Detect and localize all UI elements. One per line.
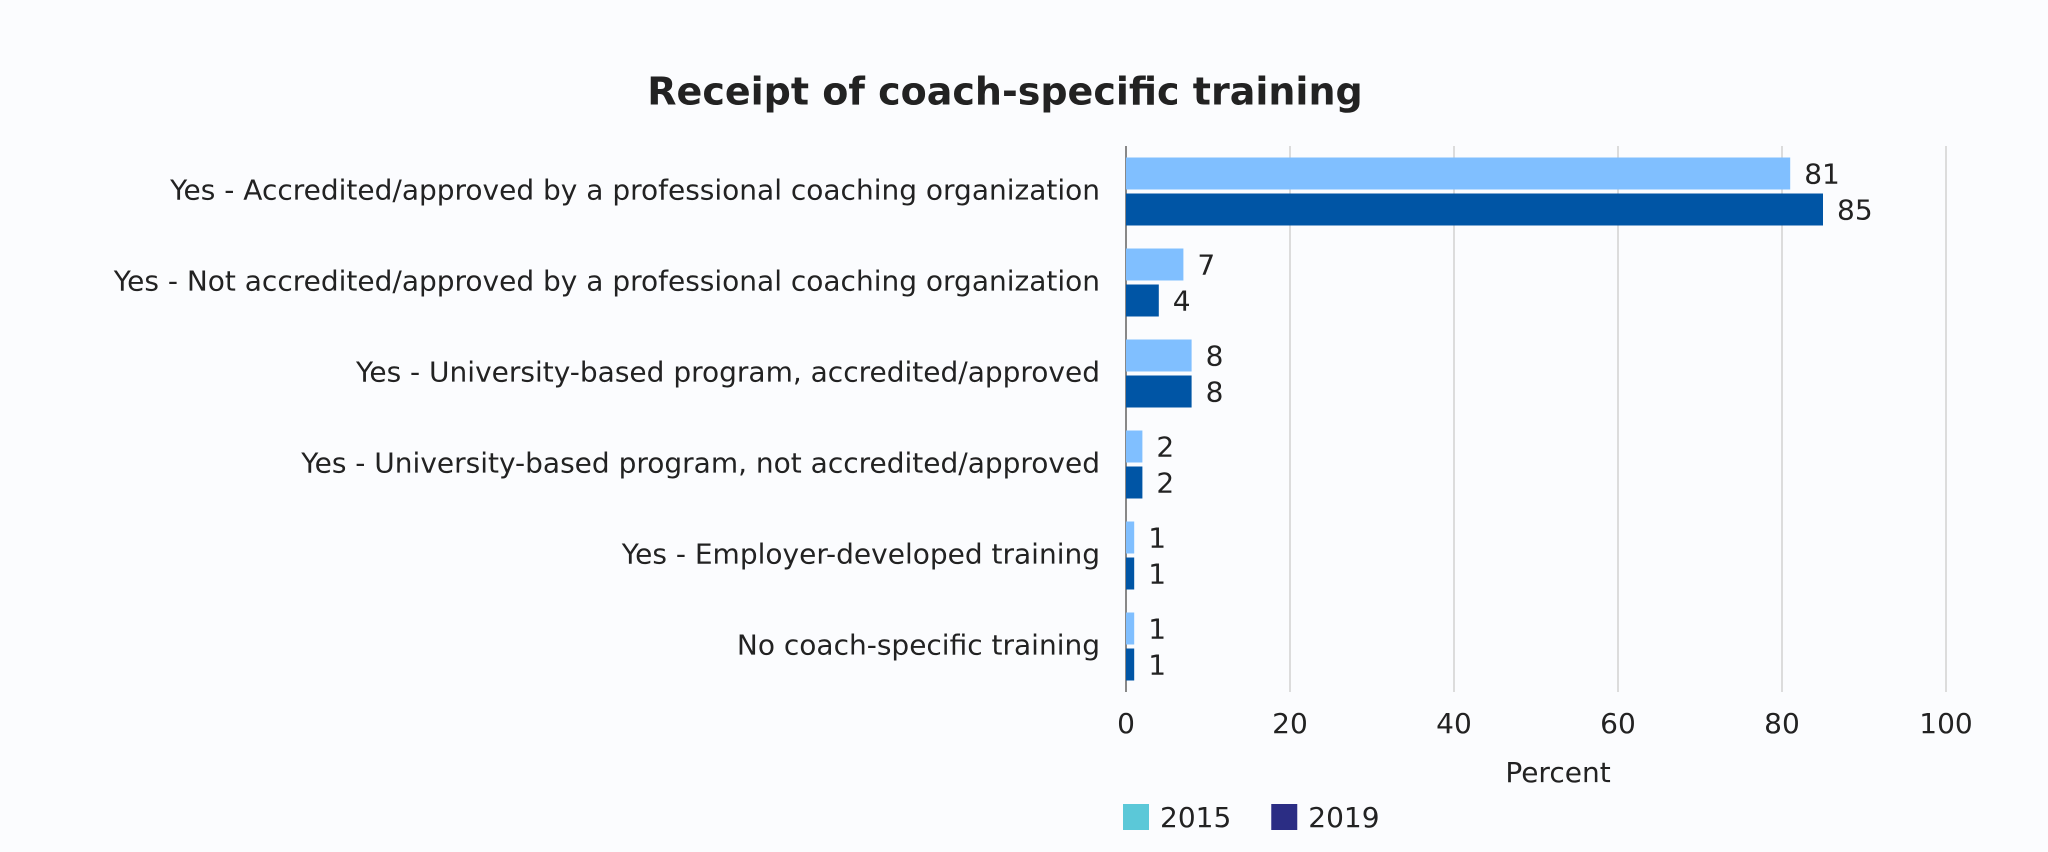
bar [1126,466,1143,499]
x-tick-label: 60 [1600,707,1636,740]
y-tick-label: No coach-specific training [737,629,1100,662]
y-tick-label: Yes - University-based program, not accr… [300,447,1100,480]
data-label: 1 [1148,558,1166,591]
legend-swatch [1123,804,1149,830]
x-axis-label: Percent [1505,756,1610,789]
bar [1126,612,1135,645]
data-label: 1 [1148,522,1166,555]
x-tick-label: 80 [1764,707,1800,740]
x-tick-label: 100 [1919,707,1972,740]
bar [1126,648,1135,681]
data-label: 8 [1206,340,1224,373]
bar [1126,248,1184,281]
y-tick-label: Yes - Accredited/approved by a professio… [169,174,1100,207]
legend-label: 2015 [1160,801,1231,834]
data-label: 81 [1804,158,1840,191]
bar [1126,557,1135,590]
bar [1126,339,1192,372]
bar [1126,430,1143,463]
y-tick-label: Yes - Not accredited/approved by a profe… [113,265,1100,298]
x-tick-label: 40 [1436,707,1472,740]
data-label: 2 [1156,431,1174,464]
bar [1126,157,1791,190]
data-label: 2 [1156,467,1174,500]
data-label: 7 [1197,249,1215,282]
data-label: 85 [1837,194,1873,227]
data-label: 1 [1148,613,1166,646]
x-tick-label: 20 [1272,707,1308,740]
y-tick-label: Yes - University-based program, accredit… [355,356,1100,389]
bar [1126,284,1159,317]
chart-title: Receipt of coach-specific training [647,70,1362,114]
data-label: 8 [1206,376,1224,409]
y-tick-label: Yes - Employer-developed training [621,538,1100,571]
bar [1126,521,1135,554]
data-label: 4 [1173,285,1191,318]
x-tick-label: 0 [1117,707,1135,740]
bar [1126,193,1823,226]
bar [1126,375,1192,408]
data-label: 1 [1148,649,1166,682]
legend-swatch [1271,804,1298,830]
legend-label: 2019 [1308,801,1379,834]
